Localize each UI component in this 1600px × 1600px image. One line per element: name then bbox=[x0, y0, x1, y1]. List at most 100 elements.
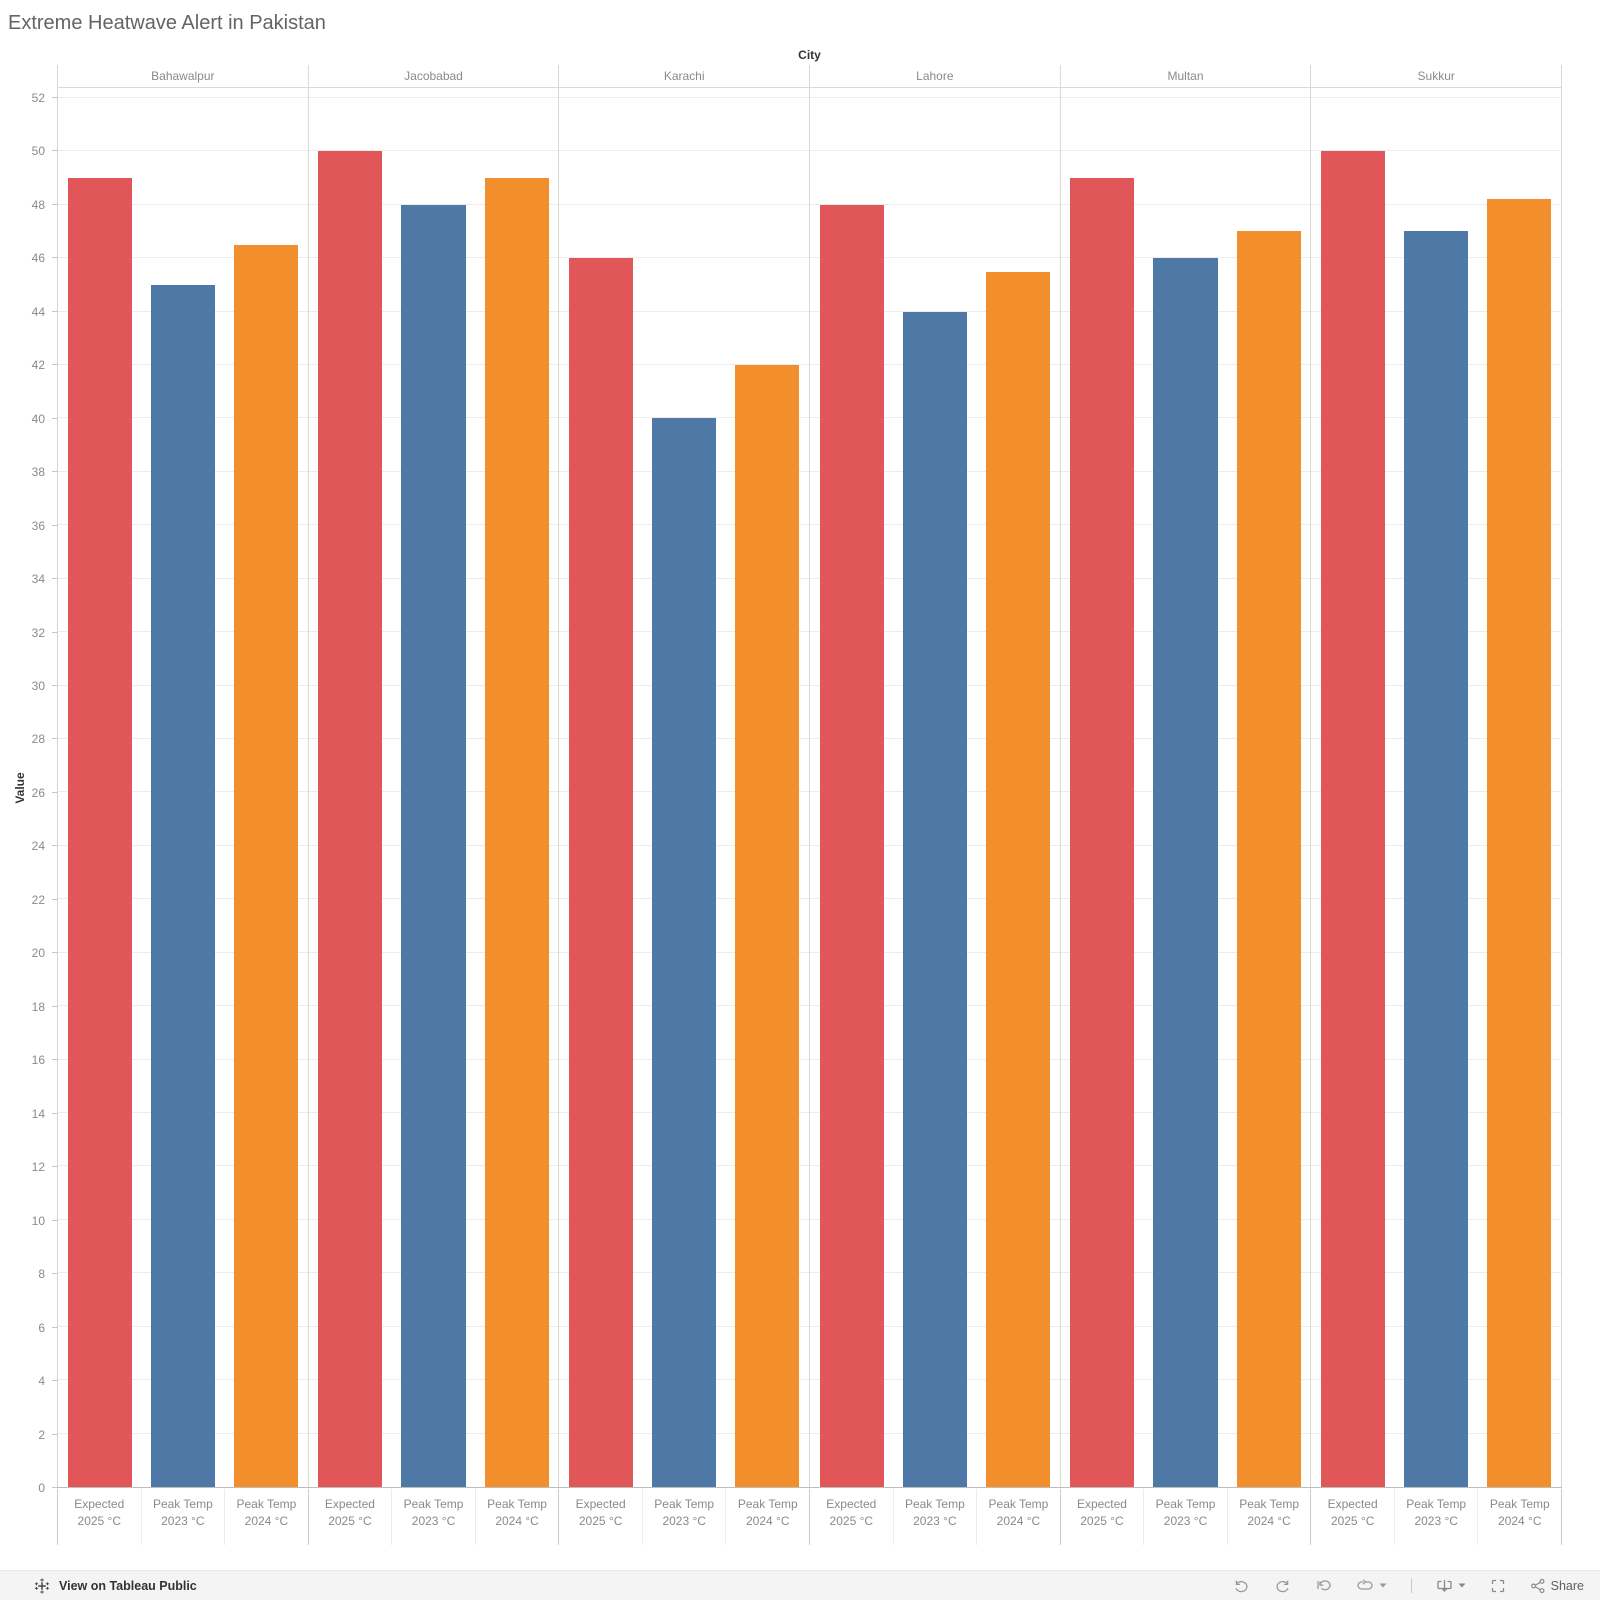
bar-multan-expected-2025-c[interactable] bbox=[1070, 178, 1135, 1487]
y-tick-label: 4 bbox=[38, 1374, 45, 1389]
y-tick-mark bbox=[52, 631, 57, 633]
y-tick-label: 6 bbox=[38, 1320, 45, 1335]
x-tick-label[interactable]: Peak Temp 2023 °C bbox=[142, 1489, 226, 1545]
bar-slot bbox=[475, 88, 558, 1487]
x-tick-label-line: 2025 °C bbox=[829, 1514, 874, 1528]
y-tick-label: 26 bbox=[31, 785, 45, 800]
y-axis-ticks: 0 2 4 6 8 10 12 14 16 18 20 22 24 26 28 30 32 34 36 38 40 42 4… bbox=[0, 88, 57, 1495]
revert-button[interactable] bbox=[1315, 1578, 1332, 1593]
x-tick-label-line: 2024 °C bbox=[746, 1514, 790, 1528]
bar-sukkur-expected-2025-c[interactable] bbox=[1320, 151, 1385, 1487]
x-tick-label[interactable]: Peak Temp 2023 °C bbox=[392, 1489, 476, 1545]
x-tick-label[interactable]: Expected 2025 °C bbox=[1311, 1489, 1395, 1545]
x-tick-label[interactable]: Peak Temp 2024 °C bbox=[225, 1489, 308, 1545]
x-tick-label-line: Peak Temp bbox=[737, 1497, 798, 1511]
plot-area bbox=[57, 88, 1563, 1488]
y-tick-mark bbox=[52, 1380, 57, 1382]
x-tick-label-line: Peak Temp bbox=[403, 1497, 464, 1511]
x-label-group-jacobabad: Expected 2025 °C Peak Temp 2023 °C Peak Temp… bbox=[309, 1489, 560, 1545]
x-tick-label[interactable]: Peak Temp 2024 °C bbox=[476, 1489, 559, 1545]
refresh-icon bbox=[1357, 1579, 1373, 1590]
x-tick-label[interactable]: Expected 2025 °C bbox=[810, 1489, 894, 1545]
bar-slot bbox=[643, 88, 726, 1487]
city-header-bahawalpur[interactable]: Bahawalpur bbox=[58, 65, 309, 87]
x-tick-label[interactable]: Expected 2025 °C bbox=[559, 1489, 643, 1545]
y-tick-mark bbox=[52, 471, 57, 473]
city-header-sukkur[interactable]: Sukkur bbox=[1311, 65, 1563, 87]
redo-button[interactable] bbox=[1274, 1578, 1291, 1593]
caret-down-icon bbox=[1379, 1583, 1387, 1588]
x-tick-label[interactable]: Peak Temp 2023 °C bbox=[894, 1489, 978, 1545]
bar-karachi-peak-temp-2024-c[interactable] bbox=[735, 365, 800, 1487]
x-tick-label[interactable]: Peak Temp 2024 °C bbox=[1478, 1489, 1561, 1545]
bar-slot bbox=[224, 88, 307, 1487]
download-button[interactable] bbox=[1436, 1578, 1466, 1594]
bar-multan-peak-temp-2024-c[interactable] bbox=[1236, 231, 1301, 1487]
y-tick-mark bbox=[52, 738, 57, 740]
y-tick-mark bbox=[52, 1005, 57, 1007]
share-label: Share bbox=[1550, 1578, 1584, 1593]
y-tick-label: 50 bbox=[31, 144, 45, 159]
bar-bahawalpur-expected-2025-c[interactable] bbox=[67, 178, 132, 1487]
share-button[interactable]: Share bbox=[1530, 1578, 1584, 1594]
bar-lahore-peak-temp-2023-c[interactable] bbox=[902, 311, 967, 1487]
x-tick-label-line: Peak Temp bbox=[988, 1497, 1049, 1511]
y-tick-label: 36 bbox=[31, 518, 45, 533]
column-axis-label: City bbox=[798, 48, 821, 62]
y-tick-label: 8 bbox=[38, 1267, 45, 1282]
city-header-jacobabad[interactable]: Jacobabad bbox=[309, 65, 560, 87]
x-tick-label-line: 2025 °C bbox=[1080, 1514, 1124, 1528]
bar-lahore-peak-temp-2024-c[interactable] bbox=[986, 271, 1051, 1487]
panel-sukkur bbox=[1311, 88, 1563, 1487]
x-tick-label[interactable]: Peak Temp 2024 °C bbox=[977, 1489, 1060, 1545]
x-tick-label[interactable]: Peak Temp 2023 °C bbox=[643, 1489, 727, 1545]
bar-multan-peak-temp-2023-c[interactable] bbox=[1153, 258, 1218, 1487]
undo-button[interactable] bbox=[1233, 1578, 1250, 1593]
x-tick-label[interactable]: Expected 2025 °C bbox=[309, 1489, 393, 1545]
y-tick-mark bbox=[52, 1326, 57, 1328]
city-header-lahore[interactable]: Lahore bbox=[810, 65, 1061, 87]
bar-karachi-peak-temp-2023-c[interactable] bbox=[652, 418, 717, 1487]
y-tick-mark bbox=[52, 1112, 57, 1114]
bar-bahawalpur-peak-temp-2024-c[interactable] bbox=[234, 244, 299, 1487]
x-tick-label-line: 2023 °C bbox=[913, 1514, 957, 1528]
toolbar-separator bbox=[1410, 1578, 1412, 1593]
bar-karachi-expected-2025-c[interactable] bbox=[568, 258, 633, 1487]
refresh-button[interactable] bbox=[1356, 1578, 1387, 1593]
x-tick-label-line: Expected bbox=[324, 1497, 375, 1511]
bar-sukkur-peak-temp-2024-c[interactable] bbox=[1487, 199, 1552, 1487]
y-tick-mark bbox=[52, 417, 57, 419]
x-tick-label-line: Peak Temp bbox=[1155, 1497, 1216, 1511]
x-tick-label-line: Peak Temp bbox=[654, 1497, 715, 1511]
x-tick-label[interactable]: Peak Temp 2024 °C bbox=[726, 1489, 809, 1545]
share-icon bbox=[1530, 1578, 1545, 1593]
bar-sukkur-peak-temp-2023-c[interactable] bbox=[1404, 231, 1469, 1487]
city-header-multan[interactable]: Multan bbox=[1061, 65, 1312, 87]
x-tick-label-line: 2025 °C bbox=[578, 1514, 623, 1528]
fullscreen-button[interactable] bbox=[1490, 1578, 1506, 1594]
x-tick-label-line: 2023 °C bbox=[1163, 1514, 1208, 1528]
bar-slot bbox=[58, 88, 141, 1487]
y-tick-label: 32 bbox=[31, 625, 45, 640]
y-tick-mark bbox=[52, 685, 57, 687]
x-tick-label[interactable]: Peak Temp 2023 °C bbox=[1144, 1489, 1228, 1545]
x-label-group-karachi: Expected 2025 °C Peak Temp 2023 °C Peak Temp… bbox=[559, 1489, 811, 1545]
bar-lahore-expected-2025-c[interactable] bbox=[819, 204, 884, 1487]
y-tick-label: 44 bbox=[31, 304, 45, 319]
bar-jacobabad-peak-temp-2024-c[interactable] bbox=[484, 178, 549, 1487]
y-tick-label: 12 bbox=[31, 1160, 45, 1175]
toolbar-actions: Share bbox=[1233, 1578, 1584, 1594]
bar-bahawalpur-peak-temp-2023-c[interactable] bbox=[150, 284, 215, 1487]
bar-jacobabad-peak-temp-2023-c[interactable] bbox=[401, 204, 466, 1487]
bar-jacobabad-expected-2025-c[interactable] bbox=[318, 151, 383, 1487]
city-header-karachi[interactable]: Karachi bbox=[559, 65, 811, 87]
y-tick-label: 42 bbox=[31, 358, 45, 373]
x-tick-label[interactable]: Peak Temp 2024 °C bbox=[1228, 1489, 1311, 1545]
x-tick-label[interactable]: Expected 2025 °C bbox=[58, 1489, 142, 1545]
y-tick-mark bbox=[52, 150, 57, 152]
x-tick-label[interactable]: Expected 2025 °C bbox=[1061, 1489, 1145, 1545]
view-on-tableau-label: View on Tableau Public bbox=[59, 1578, 197, 1593]
y-tick-label: 30 bbox=[31, 679, 45, 694]
x-tick-label[interactable]: Peak Temp 2023 °C bbox=[1395, 1489, 1479, 1545]
view-on-tableau-link[interactable]: View on Tableau Public bbox=[34, 1578, 197, 1594]
